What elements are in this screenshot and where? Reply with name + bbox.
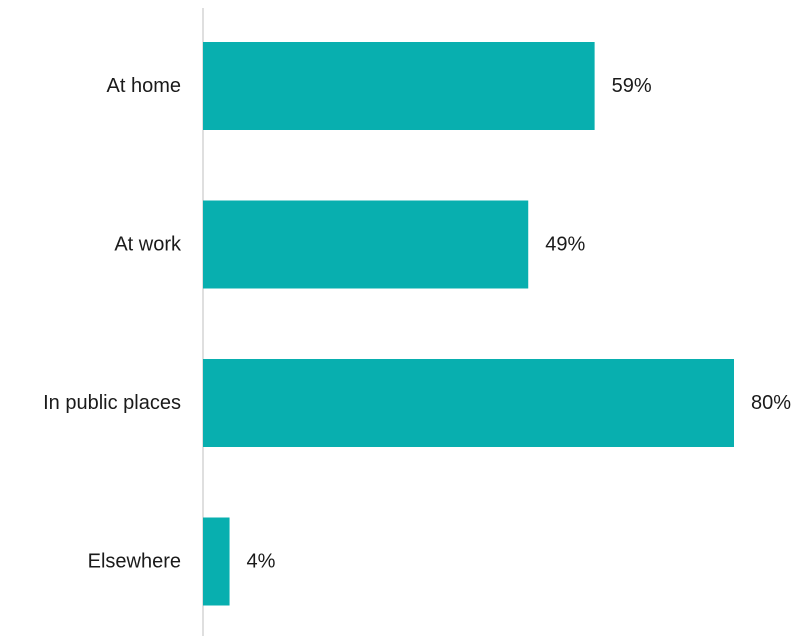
value-label-at-work: 49%: [545, 234, 585, 256]
category-label-at-work: At work: [114, 234, 182, 256]
value-labels-group: 59% 49% 80% 4%: [247, 75, 792, 573]
category-label-elsewhere: Elsewhere: [88, 551, 181, 573]
category-labels-group: At home At work In public places Elsewhere: [43, 75, 182, 573]
category-label-at-home: At home: [107, 75, 181, 97]
value-label-at-home: 59%: [612, 75, 652, 97]
value-label-elsewhere: 4%: [247, 551, 276, 573]
bar-at-work: [203, 200, 529, 289]
category-label-in-public-places: In public places: [43, 392, 181, 414]
bar-elsewhere: [203, 517, 230, 606]
value-label-in-public-places: 80%: [751, 392, 791, 414]
bars-group: [203, 42, 734, 606]
bar-at-home: [203, 42, 595, 130]
bar-in-public-places: [203, 359, 734, 447]
